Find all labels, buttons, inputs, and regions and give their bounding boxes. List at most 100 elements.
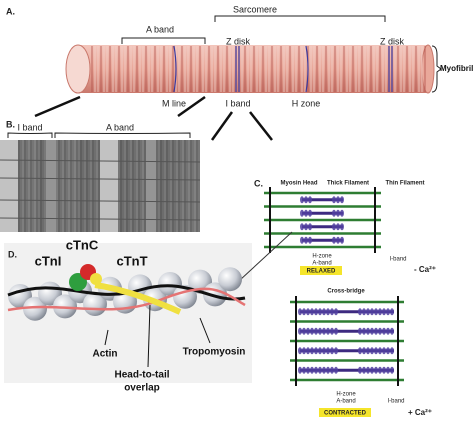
myosin-head bbox=[382, 308, 386, 316]
band bbox=[22, 140, 24, 232]
band bbox=[100, 140, 102, 232]
band bbox=[180, 140, 182, 232]
band bbox=[2, 140, 4, 232]
band bbox=[74, 140, 76, 232]
pointer-line bbox=[239, 231, 293, 281]
myosin-head bbox=[370, 308, 374, 316]
band bbox=[20, 140, 22, 232]
fiber-edge bbox=[0, 177, 201, 181]
myosin-head bbox=[390, 347, 394, 355]
myosin-head bbox=[322, 308, 326, 316]
overlap-label: Head-to-tail bbox=[115, 370, 170, 381]
myosin-head bbox=[306, 308, 310, 316]
band bbox=[102, 140, 104, 232]
myosin-head bbox=[334, 347, 338, 355]
sarcomere-label: Sarcomere bbox=[233, 4, 277, 14]
myosin-head bbox=[298, 366, 302, 374]
calcium-label: + Ca²⁺ bbox=[408, 408, 432, 417]
band bbox=[106, 140, 108, 232]
myosin-head bbox=[298, 347, 302, 355]
band bbox=[42, 140, 44, 232]
band bbox=[90, 140, 92, 232]
band bbox=[136, 140, 138, 232]
myosin-head bbox=[374, 308, 378, 316]
myosin-head bbox=[308, 196, 312, 204]
myosin-head bbox=[358, 308, 362, 316]
band bbox=[112, 140, 114, 232]
myosin-head bbox=[382, 327, 386, 335]
ctni-label: cTnI bbox=[35, 253, 62, 268]
band bbox=[132, 140, 134, 232]
ctnt bbox=[94, 282, 182, 315]
band bbox=[40, 140, 42, 232]
band bbox=[78, 140, 80, 232]
myosin-head bbox=[306, 347, 310, 355]
myosin-head bbox=[332, 223, 336, 231]
band bbox=[108, 140, 110, 232]
band bbox=[128, 140, 130, 232]
myosin-head bbox=[310, 366, 314, 374]
band bbox=[190, 140, 192, 232]
bracket bbox=[121, 37, 206, 44]
myosin-head bbox=[304, 209, 308, 217]
band bbox=[46, 140, 48, 232]
band bbox=[96, 140, 98, 232]
band bbox=[28, 140, 30, 232]
myosin-head bbox=[314, 347, 318, 355]
myosin-head bbox=[336, 236, 340, 244]
band bbox=[116, 140, 118, 232]
h-zone-label: H zone bbox=[292, 98, 321, 108]
band bbox=[62, 140, 64, 232]
i-band-label: I band bbox=[225, 98, 250, 108]
myosin-head bbox=[330, 366, 334, 374]
a-band-label: A-band bbox=[312, 261, 331, 267]
myosin-head bbox=[330, 308, 334, 316]
fiber-edge bbox=[0, 199, 201, 203]
band bbox=[156, 140, 158, 232]
band bbox=[76, 140, 78, 232]
cross-bridge-label: Cross-bridge bbox=[327, 289, 365, 295]
myosin-head bbox=[382, 366, 386, 374]
band bbox=[94, 140, 96, 232]
myosin-head bbox=[300, 223, 304, 231]
band bbox=[114, 140, 116, 232]
bracket bbox=[214, 15, 386, 22]
myosin-head bbox=[298, 308, 302, 316]
relaxed-sarcomere bbox=[264, 187, 381, 253]
myofibril-label: Myofibril bbox=[440, 64, 473, 73]
m-line bbox=[173, 45, 177, 93]
band bbox=[50, 140, 52, 232]
ctnc-label: cTnC bbox=[66, 237, 99, 252]
band bbox=[32, 140, 34, 232]
band bbox=[160, 140, 162, 232]
i-band-label: I band bbox=[17, 122, 42, 132]
band bbox=[58, 140, 60, 232]
band bbox=[154, 140, 156, 232]
band bbox=[124, 140, 126, 232]
band bbox=[150, 140, 152, 232]
ctnt-label: cTnT bbox=[116, 253, 147, 268]
band bbox=[66, 140, 68, 232]
band bbox=[142, 140, 144, 232]
myosin-head bbox=[366, 308, 370, 316]
band bbox=[44, 140, 46, 232]
panel-label: D. bbox=[8, 249, 17, 259]
band bbox=[198, 140, 200, 232]
thick-filament-label: Thick Filament bbox=[327, 181, 369, 187]
band bbox=[162, 140, 164, 232]
band bbox=[12, 140, 14, 232]
band bbox=[174, 140, 176, 232]
myosin-head bbox=[362, 366, 366, 374]
state-box bbox=[319, 408, 371, 417]
myosin-head bbox=[370, 347, 374, 355]
band bbox=[172, 140, 174, 232]
myosin-head bbox=[378, 347, 382, 355]
panel-label: C. bbox=[254, 178, 263, 188]
myosin-head bbox=[308, 236, 312, 244]
a-band-label: A band bbox=[146, 24, 174, 34]
myosin-head bbox=[386, 308, 390, 316]
band bbox=[186, 140, 188, 232]
band bbox=[68, 140, 70, 232]
myosin-head bbox=[366, 347, 370, 355]
